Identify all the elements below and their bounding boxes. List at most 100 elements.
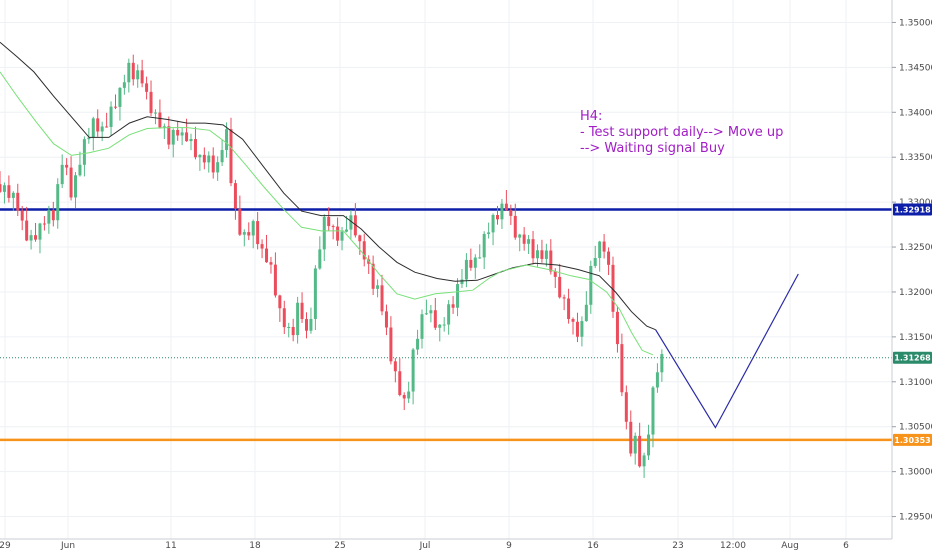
date-tick-label: 12:00 bbox=[720, 541, 746, 550]
candle bbox=[313, 265, 317, 331]
candle bbox=[327, 207, 331, 231]
candle-body bbox=[362, 241, 366, 260]
candle-body bbox=[207, 155, 211, 163]
candle-body bbox=[411, 349, 415, 392]
candle-body bbox=[376, 285, 380, 289]
candle-body bbox=[602, 241, 606, 252]
candle-body bbox=[496, 215, 500, 220]
candle bbox=[47, 205, 51, 234]
date-tick-label: 11 bbox=[165, 541, 176, 550]
candle-body bbox=[47, 210, 51, 224]
candle bbox=[180, 127, 184, 146]
plot-background bbox=[0, 0, 892, 539]
price-badge-label: 1.30353 bbox=[894, 436, 930, 445]
candle-body bbox=[553, 271, 557, 277]
candle-body bbox=[242, 232, 246, 235]
candle bbox=[344, 215, 348, 233]
candle-body bbox=[389, 327, 393, 362]
candle-body bbox=[91, 118, 95, 138]
candle bbox=[544, 243, 548, 267]
candle-body bbox=[558, 276, 562, 298]
candle bbox=[42, 216, 46, 231]
candle bbox=[7, 175, 11, 203]
date-tick-label: 18 bbox=[249, 541, 261, 550]
candle-body bbox=[282, 308, 286, 328]
candle-body bbox=[478, 257, 482, 259]
candle bbox=[660, 349, 664, 382]
candle bbox=[393, 358, 397, 383]
candle bbox=[233, 179, 237, 220]
candle bbox=[216, 156, 220, 181]
candle bbox=[193, 126, 197, 160]
moving-average-line bbox=[0, 71, 654, 356]
candle-body bbox=[451, 304, 455, 308]
candle-body bbox=[287, 326, 291, 328]
candle-body bbox=[531, 239, 535, 259]
candle bbox=[140, 59, 144, 88]
candle-body bbox=[211, 155, 215, 173]
candle bbox=[651, 385, 655, 448]
horizontal-levels bbox=[0, 208, 892, 442]
price-axis[interactable]: 1.35000 1.34500 1.34000 1.33500 1.33000 1.325… bbox=[892, 18, 932, 523]
candle bbox=[225, 122, 229, 158]
candle bbox=[575, 312, 579, 343]
candle-body bbox=[487, 232, 491, 234]
candle bbox=[522, 227, 526, 251]
candle bbox=[389, 316, 393, 365]
candle bbox=[25, 206, 29, 242]
candle bbox=[118, 87, 122, 121]
candle bbox=[331, 224, 335, 240]
candle bbox=[571, 317, 575, 335]
candle bbox=[29, 229, 33, 250]
candle-body bbox=[100, 126, 104, 132]
candle bbox=[189, 133, 193, 151]
candle bbox=[2, 182, 6, 204]
candle bbox=[309, 307, 313, 334]
candle-body bbox=[340, 231, 344, 241]
candle bbox=[74, 172, 78, 209]
candle bbox=[122, 74, 126, 95]
candle bbox=[322, 214, 326, 262]
candle-body bbox=[313, 268, 317, 319]
candle bbox=[598, 240, 602, 272]
candle-body bbox=[153, 112, 157, 114]
candle bbox=[411, 347, 415, 405]
candle-body bbox=[229, 129, 233, 184]
candle-body bbox=[353, 215, 357, 236]
candle-body bbox=[193, 139, 197, 158]
candle bbox=[87, 127, 91, 144]
candle-body bbox=[96, 118, 100, 132]
candle bbox=[162, 123, 166, 139]
candle-body bbox=[25, 220, 29, 241]
candle bbox=[60, 154, 64, 189]
candle bbox=[504, 189, 508, 211]
time-axis[interactable]: 29 Jun 11 18 25 Jul 9 16 23 12:00 Aug 6 bbox=[0, 541, 849, 551]
candle bbox=[171, 128, 175, 158]
candle-body bbox=[407, 391, 411, 399]
candle-body bbox=[233, 183, 237, 209]
candle-body bbox=[509, 210, 513, 216]
candle-body bbox=[482, 233, 486, 258]
candle bbox=[433, 298, 437, 330]
candle-body bbox=[265, 248, 269, 263]
price-badge-label: 1.32918 bbox=[894, 205, 931, 214]
candle bbox=[642, 452, 646, 478]
candle-body bbox=[38, 223, 42, 240]
candle-body bbox=[42, 223, 46, 225]
price-tick-label: 1.32000 bbox=[899, 288, 932, 298]
candle-body bbox=[69, 167, 73, 198]
candle-body bbox=[358, 235, 362, 242]
candle bbox=[567, 288, 571, 324]
candle bbox=[540, 239, 544, 263]
candle-body bbox=[424, 313, 428, 315]
candle-body bbox=[167, 126, 171, 145]
candle bbox=[549, 239, 553, 275]
candle bbox=[16, 183, 20, 216]
candle-body bbox=[589, 265, 593, 305]
price-tick-label: 1.33500 bbox=[899, 153, 932, 163]
candle-body bbox=[447, 304, 451, 325]
candle-body bbox=[145, 83, 149, 92]
candle bbox=[287, 322, 291, 338]
